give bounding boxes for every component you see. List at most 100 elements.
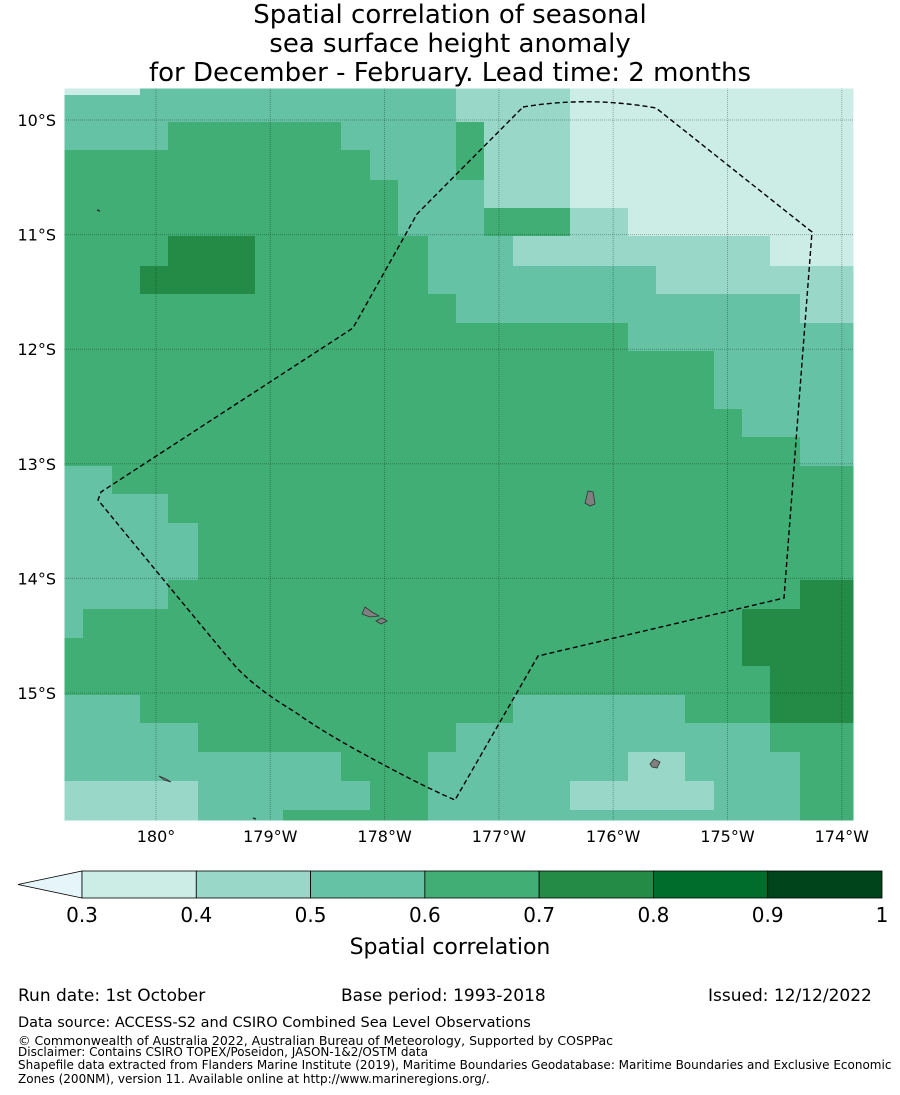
correlation-cell bbox=[770, 236, 854, 266]
colorbar-extend-arrow bbox=[17, 870, 83, 899]
correlation-cell bbox=[64, 781, 198, 821]
correlation-cell bbox=[656, 266, 800, 294]
correlation-grid bbox=[64, 88, 854, 821]
correlation-cell bbox=[628, 323, 854, 351]
island-niuafo bbox=[649, 758, 661, 769]
copyright: © Commonwealth of Australia 2022, Austra… bbox=[18, 1033, 613, 1048]
correlation-cell bbox=[428, 236, 513, 294]
colorbar-swatch bbox=[310, 870, 426, 899]
correlation-cell bbox=[570, 810, 714, 821]
colorbar-swatch bbox=[767, 870, 883, 899]
correlation-cell bbox=[456, 294, 800, 323]
correlation-cell bbox=[64, 695, 140, 723]
lon-tick-label: 178°W bbox=[357, 827, 412, 846]
correlation-cell bbox=[341, 95, 456, 150]
correlation-cell bbox=[570, 122, 854, 208]
base-period: Base period: 1993-2018 bbox=[341, 986, 546, 1006]
title-line-3: for December - February. Lead time: 2 mo… bbox=[148, 58, 751, 88]
correlation-cell bbox=[64, 88, 140, 95]
correlation-cell bbox=[64, 95, 168, 150]
colorbar-tick-label: 0.4 bbox=[180, 903, 212, 927]
lon-tick-label: 174°W bbox=[815, 827, 870, 846]
lon-tick-label: 175°W bbox=[700, 827, 755, 846]
run-date: Run date: 1st October bbox=[18, 986, 206, 1006]
land bbox=[96, 209, 661, 820]
correlation-cell bbox=[628, 208, 854, 236]
island-alofi bbox=[375, 617, 388, 625]
island-speck-2 bbox=[252, 817, 257, 820]
correlation-cell bbox=[570, 88, 854, 122]
correlation-cell bbox=[168, 95, 341, 122]
colorbar-swatch bbox=[195, 870, 311, 899]
correlation-cell bbox=[64, 494, 168, 523]
correlation-cell bbox=[64, 609, 83, 638]
correlation-cell bbox=[685, 752, 800, 781]
correlation-cell bbox=[513, 266, 656, 294]
correlation-cell bbox=[513, 695, 685, 723]
island-futuna bbox=[361, 606, 381, 618]
colorbar-swatch bbox=[538, 870, 654, 899]
data-source: Data source: ACCESS-S2 and CSIRO Combine… bbox=[18, 1015, 531, 1031]
colorbar-tick-label: 1 bbox=[876, 903, 889, 927]
eez-boundary bbox=[97, 101, 813, 801]
correlation-cell bbox=[64, 523, 198, 580]
disclaimer: Disclaimer: Contains CSIRO TOPEX/Poseido… bbox=[18, 1045, 428, 1059]
colorbar: 0.3 0.4 0.5 0.6 0.7 0.8 0.9 1 bbox=[17, 870, 889, 927]
colorbar-tick-label: 0.5 bbox=[295, 903, 327, 927]
colorbar-swatch bbox=[81, 870, 197, 899]
correlation-cell bbox=[198, 810, 283, 821]
correlation-cell bbox=[800, 437, 854, 466]
correlation-cell bbox=[484, 122, 570, 208]
correlation-cell bbox=[64, 723, 198, 752]
correlation-cell bbox=[64, 466, 112, 494]
lat-tick-label: 15°S bbox=[17, 684, 56, 703]
correlation-cell bbox=[64, 752, 341, 781]
lat-tick-label: 11°S bbox=[17, 226, 56, 245]
correlation-cell bbox=[456, 723, 770, 752]
lon-tick-label: 179°W bbox=[243, 827, 298, 846]
correlation-cell bbox=[428, 752, 628, 781]
correlation-cell bbox=[64, 580, 168, 609]
correlation-cell bbox=[428, 781, 570, 821]
correlation-cell bbox=[168, 236, 255, 294]
correlation-cell bbox=[570, 781, 714, 810]
lon-tick-labels: 180° 179°W 178°W 177°W 176°W 175°W 174°W bbox=[137, 827, 869, 846]
correlation-cell bbox=[742, 609, 854, 666]
lat-tick-label: 13°S bbox=[17, 455, 56, 474]
correlation-cell bbox=[198, 781, 370, 810]
correlation-cell bbox=[770, 723, 800, 752]
lat-tick-labels: 10°S 11°S 12°S 13°S 14°S 15°S bbox=[17, 111, 56, 703]
colorbar-label: Spatial correlation bbox=[350, 935, 551, 960]
correlation-cell bbox=[800, 266, 854, 323]
island-reef bbox=[158, 775, 172, 783]
colorbar-tick-label: 0.6 bbox=[409, 903, 441, 927]
correlation-cell bbox=[714, 351, 854, 409]
island-speck bbox=[96, 209, 101, 212]
correlation-cell bbox=[800, 580, 854, 609]
issued-date: Issued: 12/12/2022 bbox=[708, 986, 872, 1006]
lat-tick-label: 10°S bbox=[17, 111, 56, 130]
title-line-1: Spatial correlation of seasonal bbox=[253, 0, 647, 30]
correlation-cell bbox=[398, 180, 484, 236]
correlation-cell bbox=[370, 150, 456, 180]
correlation-cell bbox=[570, 208, 628, 236]
shapefile-credit-1: Shapefile data extracted from Flanders M… bbox=[18, 1058, 892, 1072]
shapefile-credit-2: Zones (200NM), version 11. Available onl… bbox=[18, 1072, 490, 1086]
correlation-cell bbox=[714, 781, 800, 821]
colorbar-tick-label: 0.3 bbox=[66, 903, 98, 927]
map-gridlines bbox=[64, 88, 854, 821]
colorbar-tick-label: 0.8 bbox=[638, 903, 670, 927]
colorbar-swatch bbox=[424, 870, 540, 899]
island-wallis bbox=[584, 490, 596, 507]
map-frame bbox=[63, 87, 855, 822]
lon-tick-label: 176°W bbox=[586, 827, 641, 846]
lon-tick-label: 177°W bbox=[472, 827, 527, 846]
correlation-cell bbox=[513, 236, 770, 266]
colorbar-swatch bbox=[653, 870, 769, 899]
lon-tick-label: 180° bbox=[137, 827, 176, 846]
colorbar-tick-label: 0.7 bbox=[523, 903, 555, 927]
correlation-cell bbox=[140, 88, 456, 95]
correlation-cell bbox=[140, 266, 168, 294]
colorbar-tick-label: 0.9 bbox=[752, 903, 784, 927]
